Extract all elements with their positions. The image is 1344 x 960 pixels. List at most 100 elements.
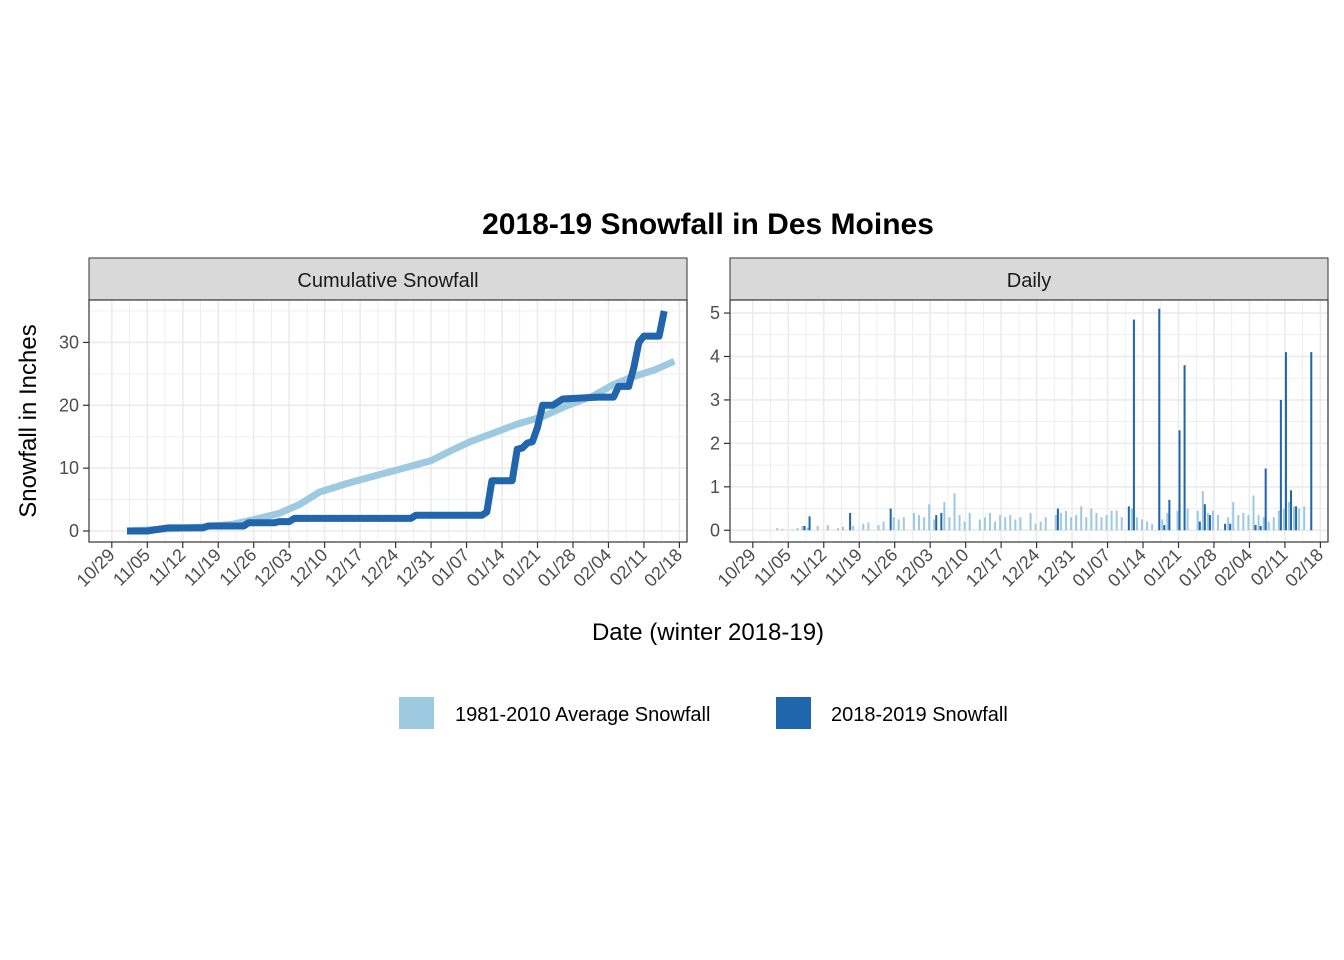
bar-current: [1203, 504, 1206, 531]
bar-average: [1227, 517, 1230, 531]
bar-average: [1232, 502, 1235, 531]
bar-average: [1034, 523, 1037, 531]
bar-average: [1166, 512, 1169, 531]
y-tick-label: 4: [710, 346, 720, 366]
legend-swatch-average: [399, 697, 434, 729]
bar-average: [1090, 508, 1093, 531]
bar-average: [801, 525, 804, 531]
bar-average: [826, 525, 829, 531]
y-tick-label: 0: [710, 520, 720, 540]
bar-average: [999, 515, 1002, 531]
bar-current: [1229, 523, 1232, 531]
bar-average: [1217, 515, 1220, 531]
bar-average: [1176, 510, 1179, 531]
bar-average: [1075, 515, 1078, 531]
bar-average: [791, 529, 794, 531]
y-tick-label: 20: [59, 395, 79, 415]
bar-average: [1115, 510, 1118, 531]
bar-current: [1208, 515, 1211, 531]
y-tick-label: 2: [710, 433, 720, 453]
bar-average: [1267, 521, 1270, 531]
bar-current: [1310, 352, 1313, 531]
bar-current: [1289, 490, 1293, 531]
bar-current: [1254, 525, 1257, 531]
bar-average: [1064, 510, 1068, 531]
panel-border-cumulative: [88, 299, 688, 543]
panel-border-daily: [729, 299, 1329, 543]
bar-average: [994, 521, 997, 531]
panel-strip-label-daily: Daily: [1007, 270, 1051, 292]
bar-current: [1056, 508, 1059, 531]
bar-average: [806, 527, 809, 531]
y-tick-label: 10: [59, 458, 79, 478]
bar-average: [902, 517, 905, 531]
y-tick-label: 3: [710, 390, 720, 410]
bar-current: [1127, 506, 1130, 531]
bar-average: [1105, 515, 1108, 531]
bar-average: [923, 517, 926, 531]
bar-average: [968, 512, 971, 531]
bar-average: [1272, 517, 1275, 531]
bar-average: [1242, 512, 1245, 531]
bar-current: [940, 512, 943, 531]
bar-average: [1287, 502, 1290, 531]
y-tick-label: 30: [59, 332, 79, 352]
bar-current: [1295, 506, 1298, 531]
bar-average: [963, 521, 966, 531]
bar-average: [1257, 515, 1260, 531]
bar-current: [1168, 499, 1171, 531]
panel-strip-label-cumulative: Cumulative Snowfall: [297, 270, 478, 292]
bar-average: [852, 525, 855, 531]
bar-average: [988, 512, 991, 531]
bar-current: [803, 525, 806, 531]
bar-current: [1264, 468, 1267, 531]
bar-average: [1039, 521, 1042, 531]
bar-average: [953, 493, 956, 531]
bar-average: [1080, 506, 1083, 531]
bar-average: [1211, 510, 1214, 531]
bar-average: [958, 515, 961, 531]
bar-average: [943, 502, 946, 531]
grid-cumulative: [89, 300, 687, 542]
bar-average: [1095, 512, 1098, 531]
bar-current: [1224, 523, 1227, 531]
bar-average: [1059, 512, 1062, 531]
bar-current: [808, 516, 811, 531]
bar-current: [1183, 365, 1186, 531]
bar-average: [1100, 517, 1103, 531]
bar-average: [842, 526, 845, 531]
bar-average: [1298, 508, 1301, 531]
bar-average: [1009, 515, 1012, 531]
bar-average: [978, 519, 981, 531]
legend-swatch-current: [776, 697, 811, 729]
bar-average: [1282, 508, 1285, 531]
bar-current: [935, 515, 938, 531]
marks-cumulative: [126, 310, 676, 535]
bar-average: [1196, 510, 1199, 531]
bar-average: [933, 519, 936, 531]
bar-average: [1044, 517, 1047, 531]
bar-average: [918, 515, 921, 531]
bar-average: [862, 523, 865, 531]
bar-average: [836, 528, 839, 531]
bar-average: [776, 528, 779, 531]
bar-average: [1120, 517, 1123, 531]
marks-daily: [776, 308, 1313, 531]
bar-average: [1277, 510, 1280, 531]
bar-current: [1279, 399, 1282, 531]
panel-strip-cumulative: [88, 257, 688, 301]
bar-average: [877, 525, 880, 531]
y-tick-label: 1: [710, 477, 720, 497]
bar-average: [983, 517, 986, 531]
bar-average: [882, 521, 885, 531]
bar-average: [897, 519, 900, 531]
y-axis-title: Snowfall in Inches: [15, 324, 42, 517]
bar-current: [1132, 319, 1135, 531]
legend-label-current: 2018-2019 Snowfall: [831, 704, 1008, 726]
bar-average: [1019, 517, 1022, 531]
bar-current: [1158, 308, 1161, 531]
bar-current: [889, 508, 892, 531]
bar-average: [1029, 512, 1032, 531]
